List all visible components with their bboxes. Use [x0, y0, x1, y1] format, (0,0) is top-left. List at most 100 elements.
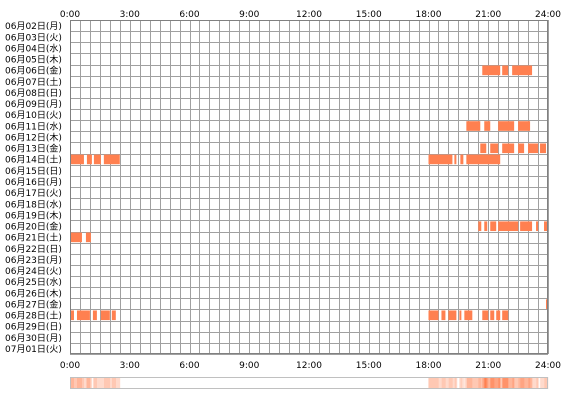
- activity-segment: [490, 221, 497, 232]
- activity-segment: [92, 310, 97, 321]
- summary-cell: [537, 377, 539, 389]
- summary-cell: [465, 377, 467, 389]
- summary-cell: [428, 377, 430, 389]
- summary-cell: [449, 377, 451, 389]
- x-tick-label: 21:00: [475, 361, 501, 371]
- activity-segment: [502, 65, 509, 76]
- chart-grid: [70, 20, 549, 355]
- summary-cell: [530, 377, 532, 389]
- summary-cell: [108, 377, 110, 389]
- day-label: 06月02日(月): [5, 21, 62, 32]
- day-label: 06月13日(金): [5, 143, 62, 155]
- summary-cell: [79, 377, 81, 389]
- summary-cell: [473, 377, 475, 389]
- summary-cell: [468, 377, 470, 389]
- summary-cell: [545, 377, 547, 389]
- summary-cell: [528, 377, 530, 389]
- summary-cell: [525, 377, 527, 389]
- summary-cell: [447, 377, 449, 389]
- activity-segment: [502, 310, 509, 321]
- x-tick-label: 0:00: [60, 10, 80, 20]
- summary-cell: [73, 377, 75, 389]
- summary-cell: [508, 377, 510, 389]
- summary-cell: [442, 377, 444, 389]
- summary-cell: [433, 377, 435, 389]
- activity-segment: [86, 154, 92, 165]
- summary-cell: [107, 377, 109, 389]
- summary-cell: [77, 377, 79, 389]
- summary-cell: [497, 377, 499, 389]
- day-label: 06月11日(水): [5, 120, 62, 132]
- summary-cell: [494, 377, 496, 389]
- summary-cell: [97, 377, 99, 389]
- activity-segment: [484, 221, 488, 232]
- activity-segment: [498, 121, 515, 131]
- day-label: 06月28日(土): [5, 310, 62, 322]
- day-label: 06月20日(金): [5, 221, 62, 233]
- summary-cell: [542, 377, 544, 389]
- summary-cell: [82, 377, 84, 389]
- activity-segment: [428, 310, 439, 321]
- x-tick-label: 18:00: [416, 361, 442, 371]
- day-label: 06月15日(日): [5, 166, 62, 177]
- summary-cell: [463, 377, 465, 389]
- x-tick-label: 9:00: [239, 10, 259, 20]
- summary-cell: [98, 377, 100, 389]
- activity-segment: [70, 154, 84, 165]
- activity-segment: [540, 143, 547, 154]
- summary-cell: [472, 377, 474, 389]
- summary-cell: [520, 377, 522, 389]
- summary-cell: [521, 377, 523, 389]
- day-label: 06月08日(日): [5, 88, 62, 99]
- day-label: 06月10日(火): [5, 110, 62, 121]
- day-label: 06月27日(金): [5, 298, 62, 310]
- summary-cell: [116, 377, 118, 389]
- summary-cell: [94, 377, 96, 389]
- summary-cell: [503, 377, 505, 389]
- activity-segment: [428, 154, 453, 165]
- day-label: 06月06日(金): [5, 65, 62, 77]
- summary-cell: [439, 377, 441, 389]
- activity-segment: [448, 310, 457, 321]
- summary-cell: [504, 377, 506, 389]
- summary-cell: [451, 377, 453, 389]
- summary-cell: [496, 377, 498, 389]
- activity-segment: [460, 154, 464, 165]
- summary-cell: [540, 377, 542, 389]
- day-label: 06月26日(木): [5, 287, 62, 299]
- x-tick-label: 6:00: [179, 10, 199, 20]
- summary-cell: [499, 377, 501, 389]
- summary-cell: [538, 377, 540, 389]
- summary-cell: [493, 377, 495, 389]
- chart-frame: [70, 20, 548, 354]
- day-label: 06月29日(日): [5, 322, 62, 333]
- summary-cell: [506, 377, 508, 389]
- summary-cell: [502, 377, 504, 389]
- summary-cell: [90, 377, 92, 389]
- summary-cell: [514, 377, 516, 389]
- x-tick-label: 3:00: [120, 10, 140, 20]
- summary-cell: [89, 377, 91, 389]
- summary-cell: [510, 377, 512, 389]
- activity-segment: [70, 310, 74, 321]
- summary-cell: [467, 377, 469, 389]
- summary-cell: [432, 377, 434, 389]
- summary-cell: [489, 377, 491, 389]
- summary-cell: [513, 377, 515, 389]
- summary-cell: [460, 377, 462, 389]
- summary-cell: [481, 377, 483, 389]
- activity-segment: [512, 65, 533, 76]
- summary-cell: [443, 377, 445, 389]
- summary-cell: [103, 377, 105, 389]
- summary-cell: [517, 377, 519, 389]
- summary-cell: [469, 377, 471, 389]
- summary-cell: [445, 377, 447, 389]
- summary-cell: [475, 377, 477, 389]
- day-label: 06月17日(火): [5, 188, 62, 199]
- x-tick-label: 12:00: [296, 361, 322, 371]
- summary-cell: [511, 377, 513, 389]
- day-label: 06月07日(土): [5, 76, 62, 88]
- day-label: 06月21日(土): [5, 232, 62, 244]
- summary-cell: [464, 377, 466, 389]
- x-axis-top: 0:00 3:00 6:00 9:00 12:00 15:00 18:00 21:00 24:0…: [60, 10, 561, 20]
